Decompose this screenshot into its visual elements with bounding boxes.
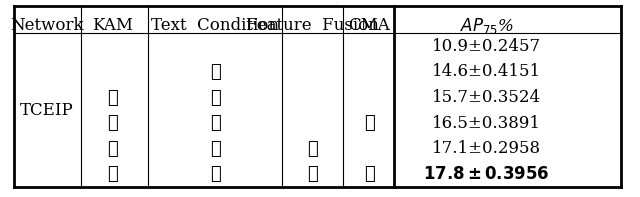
Text: 16.5±0.3891: 16.5±0.3891 — [432, 115, 541, 132]
Text: $\mathbf{17.8\pm0.3956}$: $\mathbf{17.8\pm0.3956}$ — [424, 166, 550, 183]
Text: 14.6±0.4151: 14.6±0.4151 — [432, 63, 541, 80]
Text: CMA: CMA — [348, 17, 390, 34]
Text: Text  Condition: Text Condition — [151, 17, 279, 34]
Text: ✓: ✓ — [307, 165, 318, 183]
Text: KAM: KAM — [92, 17, 133, 34]
Text: ✓: ✓ — [108, 140, 118, 158]
Text: ✓: ✓ — [307, 140, 318, 158]
Text: TCEIP: TCEIP — [20, 102, 74, 119]
Text: Network: Network — [10, 17, 84, 34]
Text: Feature  Fusion: Feature Fusion — [246, 17, 380, 34]
Text: ✓: ✓ — [364, 165, 374, 183]
Text: 10.9±0.2457: 10.9±0.2457 — [432, 38, 541, 55]
Text: ✓: ✓ — [108, 165, 118, 183]
Text: 15.7±0.3524: 15.7±0.3524 — [432, 89, 541, 106]
Text: ✓: ✓ — [210, 114, 220, 132]
Text: ✓: ✓ — [210, 140, 220, 158]
Text: ✓: ✓ — [108, 114, 118, 132]
Text: ✓: ✓ — [108, 88, 118, 107]
Text: ✓: ✓ — [210, 88, 220, 107]
Text: 17.1±0.2958: 17.1±0.2958 — [432, 140, 541, 157]
Text: $AP_{75}$%: $AP_{75}$% — [460, 16, 514, 36]
Text: ✓: ✓ — [364, 114, 374, 132]
Text: ✓: ✓ — [210, 63, 220, 81]
Text: ✓: ✓ — [210, 165, 220, 183]
